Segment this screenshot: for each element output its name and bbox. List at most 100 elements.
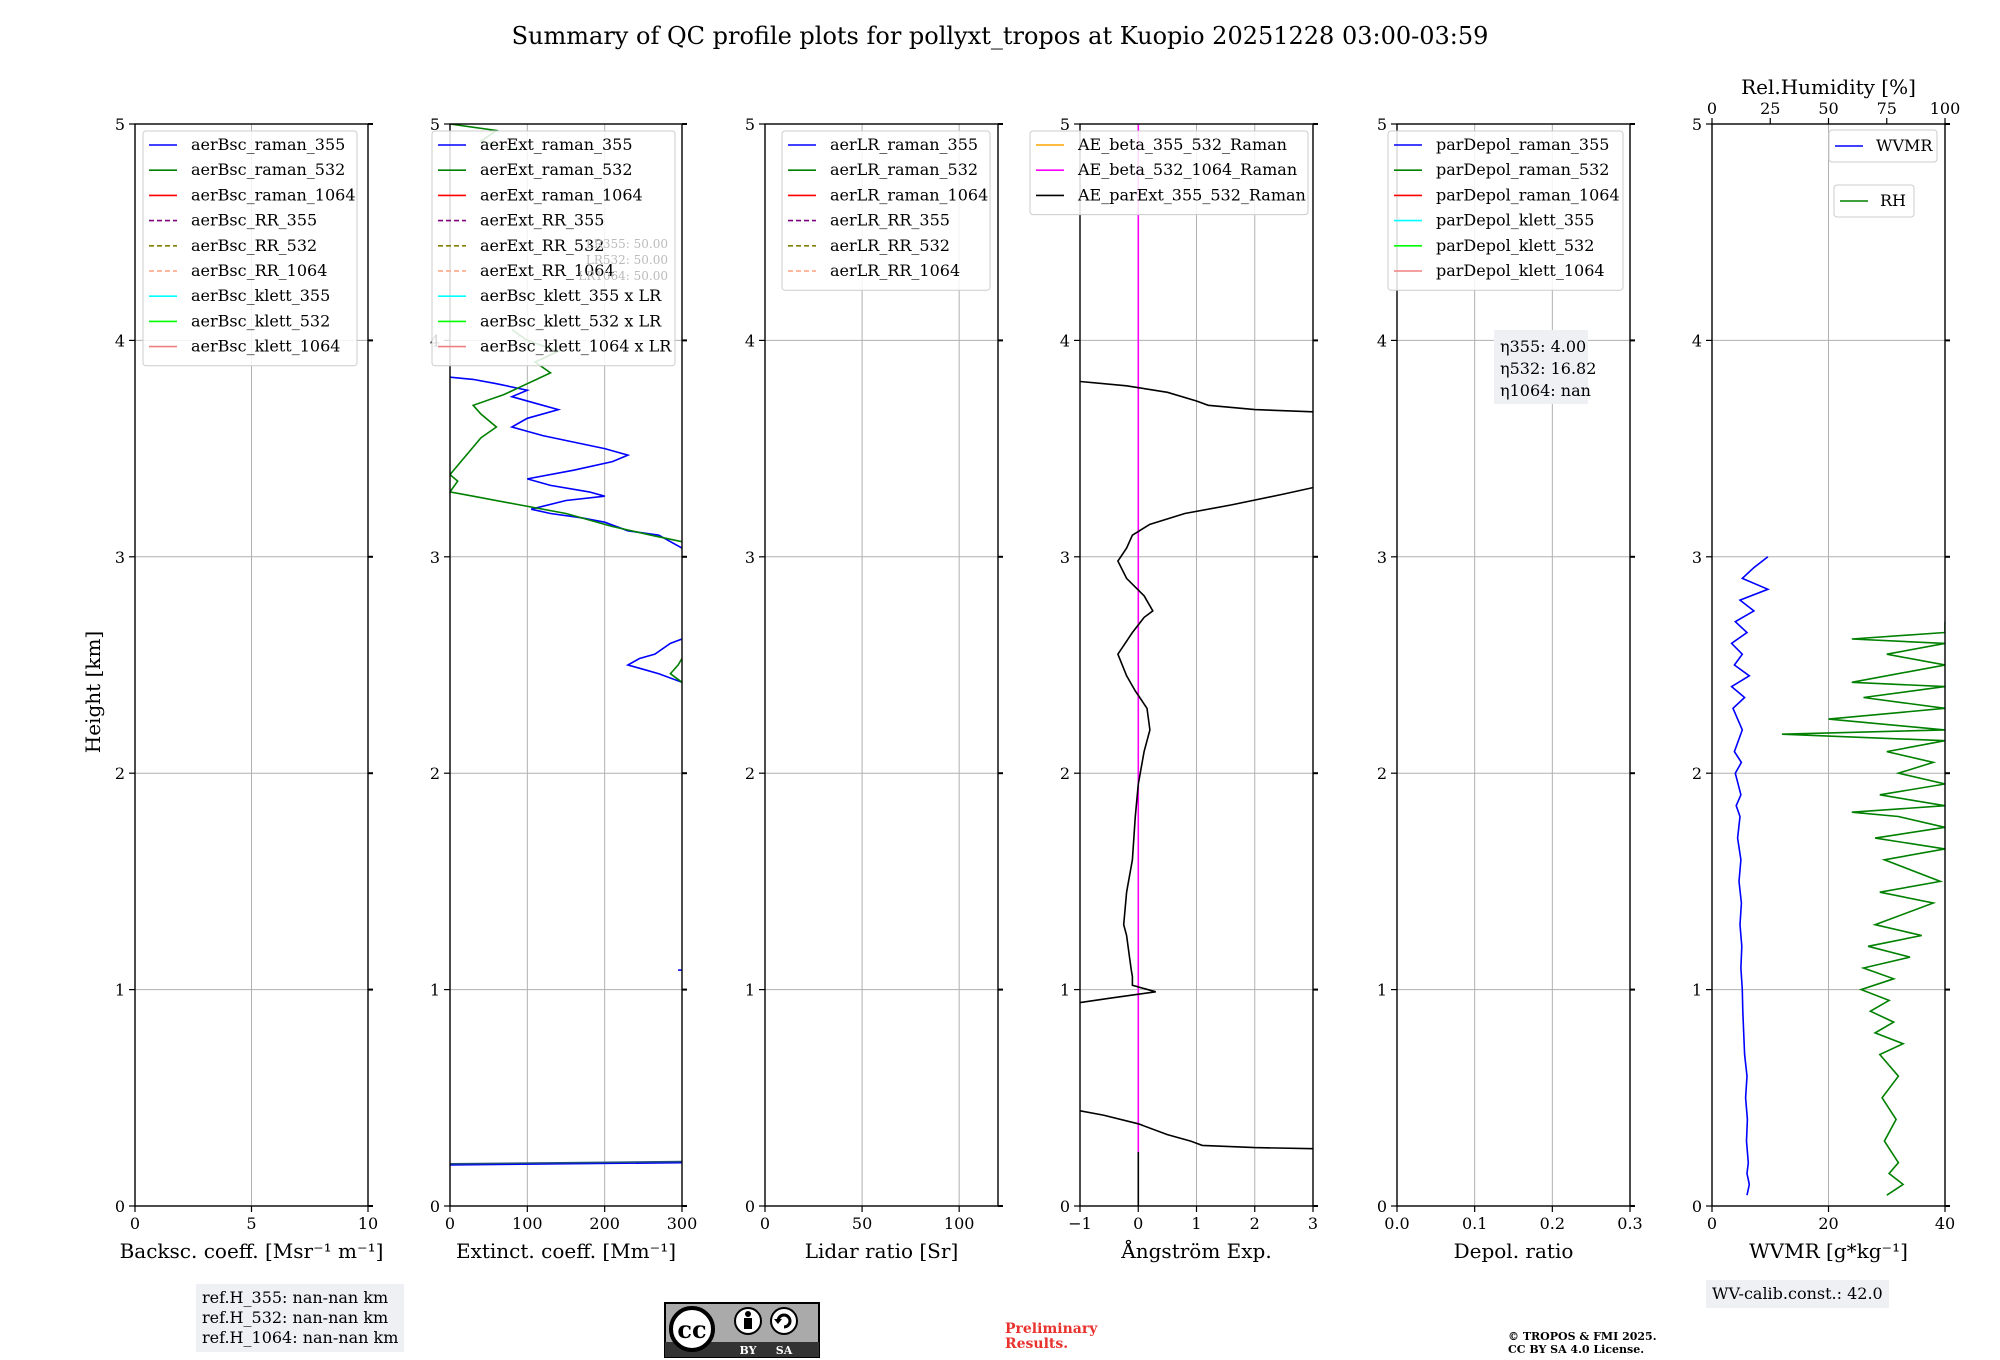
- legend-label: parDepol_raman_532: [1436, 160, 1609, 179]
- legend-label: RH: [1880, 191, 1906, 210]
- x-tick-label: 0.0: [1384, 1214, 1409, 1233]
- cc-by-sa-badge: cc BY SA: [664, 1302, 820, 1358]
- y-tick-label: 3: [1692, 548, 1702, 567]
- x-tick-label: 0: [1133, 1214, 1143, 1233]
- legend-label: aerBsc_RR_532: [191, 236, 317, 255]
- x-tick-label: 100: [944, 1214, 975, 1233]
- x-axis-label: Extinct. coeff. [Mm⁻¹]: [456, 1239, 676, 1263]
- legend-label: aerExt_RR_1064: [480, 261, 615, 280]
- legend-label: aerBsc_klett_1064: [191, 337, 340, 356]
- legend-label: aerLR_raman_355: [830, 135, 978, 154]
- legend-label: aerBsc_raman_532: [191, 160, 345, 179]
- panel-wv: 0 20 40 0 1 2 3 4 5 WVMR [g*kg⁻¹] 0 25 50 75 100 Rel.Hu…: [1692, 75, 1960, 1263]
- x-tick-label: 0: [760, 1214, 770, 1233]
- y-tick-label: 0: [1377, 1197, 1387, 1216]
- legend-label: aerBsc_klett_532 x LR: [480, 311, 662, 330]
- y-tick-label: 3: [115, 548, 125, 567]
- legend-label: parDepol_klett_532: [1436, 236, 1594, 255]
- legend: [431, 130, 676, 367]
- top-x-tick-label: 25: [1760, 99, 1780, 118]
- series-aerExt_raman_355_mid: [625, 638, 682, 684]
- reference-height-box: ref.H_355: nan-nan km ref.H_532: nan-nan…: [196, 1284, 405, 1352]
- y-tick-label: 1: [1692, 981, 1702, 1000]
- y-tick-label: 4: [115, 331, 125, 350]
- x-tick-label: 20: [1818, 1214, 1838, 1233]
- legend: [781, 130, 991, 291]
- axes-frame: [1079, 123, 1314, 1207]
- legend-label: AE_beta_355_532_Raman: [1077, 135, 1287, 154]
- y-tick-label: 0: [115, 1197, 125, 1216]
- y-tick-label: 2: [430, 764, 440, 783]
- legend-label: aerExt_raman_1064: [480, 185, 643, 204]
- eta-annotation-box: [1494, 330, 1588, 404]
- copyright-line-1: © TROPOS & FMI 2025.: [1508, 1330, 1657, 1343]
- lidar-ratio-annotation: LR1064: 50.00: [578, 269, 668, 283]
- legend-label: aerLR_RR_1064: [830, 261, 960, 280]
- legend-label: aerLR_RR_355: [830, 211, 950, 230]
- legend-rh: [1833, 184, 1915, 218]
- top-x-tick-label: 50: [1818, 99, 1838, 118]
- legend-label: aerLR_RR_532: [830, 236, 950, 255]
- legend-label: aerBsc_klett_1064 x LR: [480, 337, 672, 356]
- y-tick-label: 3: [430, 548, 440, 567]
- legend-label: aerBsc_RR_1064: [191, 261, 327, 280]
- refh-1064: ref.H_1064: nan-nan km: [202, 1328, 399, 1347]
- y-tick-label: 4: [1377, 331, 1387, 350]
- eta-annotation: η1064: nan: [1500, 381, 1591, 400]
- eta-annotation: η532: 16.82: [1500, 359, 1596, 378]
- eta-annotation: η355: 4.00: [1500, 337, 1586, 356]
- y-tick-label: 2: [1377, 764, 1387, 783]
- panel-depol: 0.0 0.1 0.2 0.3 0 1 2 3 4 5 Depol. ratio parDepol_r…: [1377, 115, 1643, 1263]
- legend-label: aerBsc_klett_355 x LR: [480, 286, 662, 305]
- wv-calib-const: WV-calib.const.: 42.0: [1712, 1284, 1883, 1303]
- x-tick-label: −1: [1068, 1214, 1092, 1233]
- x-tick-label: 3: [1308, 1214, 1318, 1233]
- series-AE_parExt_355_532_Raman_top: [1080, 380, 1313, 413]
- x-axis-label: Depol. ratio: [1454, 1239, 1574, 1263]
- x-tick-label: 0: [445, 1214, 455, 1233]
- preliminary-results-note: Preliminary Results.: [1005, 1322, 1097, 1352]
- legend-label: aerBsc_raman_1064: [191, 185, 356, 204]
- copyright-line-2: CC BY SA 4.0 License.: [1508, 1343, 1645, 1356]
- legend: [142, 130, 358, 367]
- x-axis-label: Backsc. coeff. [Msr⁻¹ m⁻¹]: [120, 1239, 384, 1263]
- y-tick-label: 0: [1060, 1197, 1070, 1216]
- series-aerExt_raman_532: [450, 1160, 682, 1165]
- legend-label: aerLR_raman_532: [830, 160, 978, 179]
- series-AE_parExt_355_532_Raman_low: [1080, 1110, 1313, 1150]
- y-tick-label: 5: [745, 115, 755, 134]
- panel-ext: 0100200300012345Extinct. coeff. [Mm⁻¹]ae…: [430, 115, 697, 1263]
- y-tick-label: 4: [1060, 331, 1070, 350]
- x-tick-label: 0.3: [1617, 1214, 1642, 1233]
- series-WVMR: [1730, 556, 1771, 1196]
- x-tick-label: 200: [589, 1214, 620, 1233]
- legend-label: AE_parExt_355_532_Raman: [1077, 185, 1306, 204]
- top-x-tick-label: 100: [1930, 99, 1961, 118]
- x-tick-label: 0: [130, 1214, 140, 1233]
- refh-532: ref.H_532: nan-nan km: [202, 1308, 389, 1327]
- x-tick-label: 100: [512, 1214, 543, 1233]
- series-aerExt_raman_532_mid: [669, 658, 682, 683]
- legend-label: parDepol_raman_355: [1436, 135, 1609, 154]
- sa-share-icon: [770, 1307, 798, 1335]
- legend-label: aerExt_raman_532: [480, 160, 633, 179]
- axes-frame: [449, 123, 683, 1207]
- x-axis-label: Ångström Exp.: [1120, 1238, 1271, 1263]
- legend-label: aerBsc_raman_355: [191, 135, 345, 154]
- cc-by-text: BY: [740, 1344, 757, 1357]
- y-tick-label: 1: [115, 981, 125, 1000]
- legend: [1029, 130, 1309, 216]
- legend-label: WVMR: [1876, 136, 1933, 155]
- y-tick-label: 1: [1060, 981, 1070, 1000]
- y-tick-label: 2: [1060, 764, 1070, 783]
- y-tick-label: 5: [430, 115, 440, 134]
- legend-label: aerExt_RR_532: [480, 236, 604, 255]
- x-tick-label: 0.2: [1540, 1214, 1565, 1233]
- y-tick-label: 3: [745, 548, 755, 567]
- y-tick-label: 2: [1692, 764, 1702, 783]
- y-tick-label: 1: [430, 981, 440, 1000]
- legend-label: parDepol_klett_1064: [1436, 261, 1605, 280]
- panel-lr: 0 50 100 0 1 2 3 4 5 Lidar ratio [Sr] aerLR_raman_…: [745, 115, 1003, 1263]
